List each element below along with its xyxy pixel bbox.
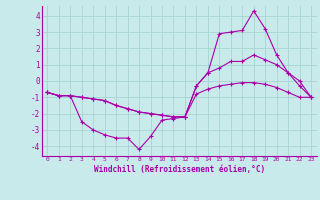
X-axis label: Windchill (Refroidissement éolien,°C): Windchill (Refroidissement éolien,°C) — [94, 165, 265, 174]
